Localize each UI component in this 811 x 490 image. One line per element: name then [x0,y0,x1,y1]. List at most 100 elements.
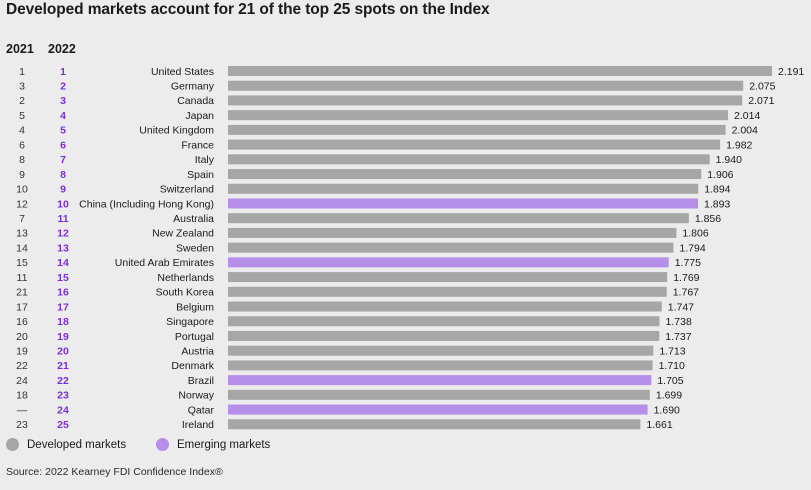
legend-label-developed: Developed markets [27,438,127,451]
bar [228,242,674,253]
country-label: Portugal [175,331,214,343]
rank-2022: 18 [57,316,69,328]
rank-2021: 18 [16,390,28,402]
rank-2022: 19 [57,331,69,343]
legend-label-emerging: Emerging markets [177,438,271,451]
rank-2021: — [17,404,28,416]
bar [228,139,721,150]
legend-swatch-emerging [156,438,169,451]
source-note: Source: 2022 Kearney FDI Confidence Inde… [6,466,223,478]
value-label: 1.769 [673,272,699,284]
rank-2022: 25 [57,419,69,431]
value-label: 1.738 [666,316,692,328]
value-label: 1.894 [704,184,730,196]
value-label: 1.794 [679,242,705,254]
country-label: South Korea [156,287,215,299]
bar [228,419,641,430]
bar [228,95,743,106]
country-label: Spain [187,169,214,181]
rank-2022: 21 [57,360,69,372]
rank-2021: 3 [19,81,25,93]
country-label: United Arab Emirates [115,257,214,269]
rank-2021: 1 [19,66,25,78]
bar [228,183,699,194]
rank-2021: 13 [16,228,28,240]
country-label: New Zealand [152,228,214,240]
country-label: Sweden [176,242,214,254]
rank-2021: 14 [16,242,28,254]
bar [228,227,677,238]
bar [228,124,726,135]
rank-2022: 16 [57,287,69,299]
country-label: Canada [177,95,214,107]
value-label: 1.690 [654,404,680,416]
rank-2021: 22 [16,360,28,372]
value-label: 2.004 [732,125,758,137]
value-label: 2.014 [734,110,760,122]
value-label: 1.806 [682,228,708,240]
country-label: Qatar [188,404,215,416]
rank-2022: 15 [57,272,69,284]
column-header-2022: 2022 [48,42,76,56]
rank-2022: 9 [60,184,66,196]
bar [228,213,689,224]
column-header-2021: 2021 [6,42,34,56]
value-label: 1.775 [675,257,701,269]
chart-title: Developed markets account for 21 of the … [6,1,490,18]
bar [228,316,660,327]
value-label: 1.747 [668,301,694,313]
bar [228,169,702,180]
rank-2022: 1 [60,66,66,78]
rank-2021: 8 [19,154,25,166]
bar [228,360,653,371]
bar [228,375,652,386]
rank-2021: 4 [19,125,25,137]
rank-2021: 12 [16,198,28,210]
rank-2022: 23 [57,390,69,402]
legend-item-developed: Developed markets [6,438,126,451]
rank-2022: 11 [57,213,68,225]
value-label: 1.940 [716,154,742,166]
bar [228,80,744,91]
bar [228,404,648,415]
bar [228,301,662,312]
rank-2022: 14 [57,257,69,269]
rank-2021: 9 [19,169,25,181]
rank-2022: 6 [60,139,66,151]
rank-2021: 6 [19,139,25,151]
country-label: Japan [185,110,214,122]
rank-2021: 2 [19,95,25,107]
rank-2022: 12 [57,228,69,240]
value-label: 1.705 [657,375,683,387]
country-label: Italy [195,154,215,166]
country-label: Norway [178,390,214,402]
rank-2022: 13 [57,242,69,254]
bar [228,154,710,165]
value-label: 1.661 [646,419,672,431]
country-label: United States [151,66,214,78]
rank-2021: 23 [16,419,28,431]
rank-2021: 10 [16,184,28,196]
rank-2021: 17 [16,301,28,313]
rank-2022: 3 [60,95,66,107]
country-label: Denmark [171,360,214,372]
country-label: Germany [171,81,215,93]
value-label: 1.893 [704,198,730,210]
country-label: Switzerland [160,184,214,196]
value-label: 1.713 [659,345,685,357]
rank-2021: 5 [19,110,25,122]
rank-2022: 8 [60,169,66,181]
rank-2021: 24 [16,375,28,387]
rank-2022: 2 [60,81,66,93]
bar [228,110,729,121]
rank-2021: 16 [16,316,28,328]
legend-item-emerging: Emerging markets [156,438,270,451]
rank-2022: 10 [57,198,69,210]
rank-2021: 15 [16,257,28,269]
value-label: 1.710 [659,360,685,372]
country-label: Ireland [182,419,214,431]
bar [228,330,660,341]
country-label: China (Including Hong Kong) [79,198,214,210]
value-label: 2.071 [748,95,774,107]
bar [228,286,667,297]
